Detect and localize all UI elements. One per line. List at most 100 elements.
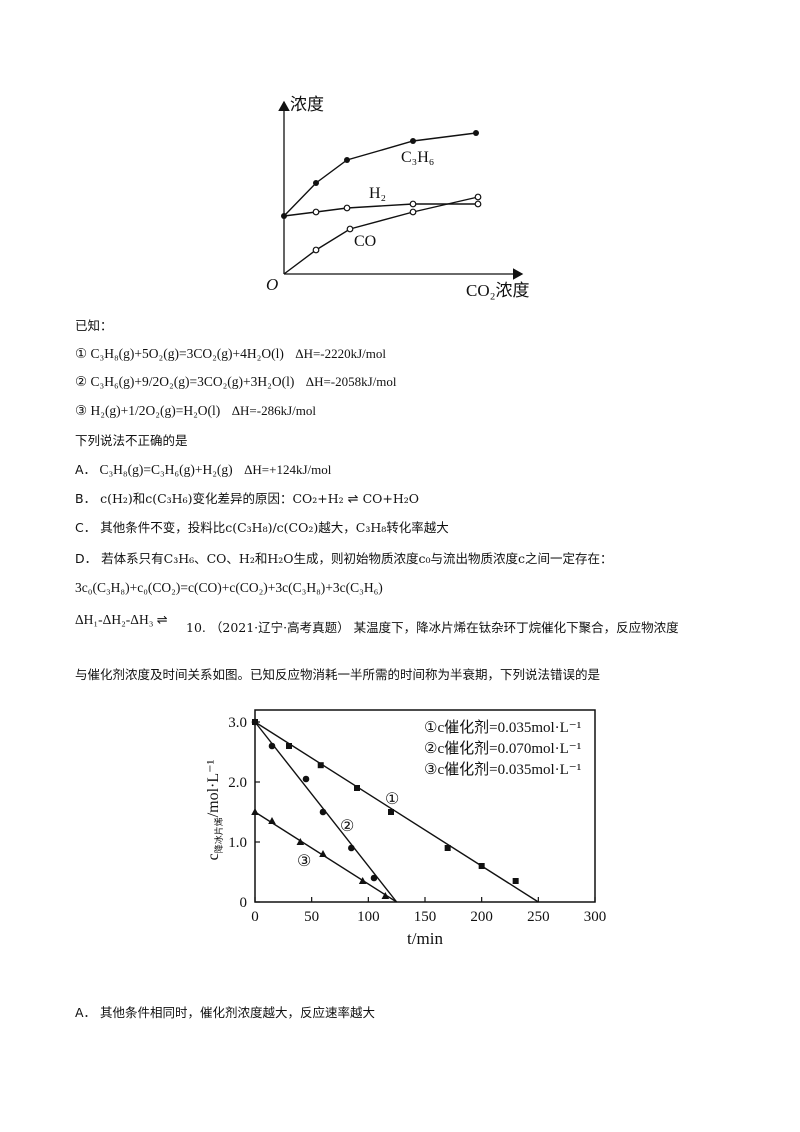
answer-a[interactable]: A． 其他条件相同时，催化剂浓度越大，反应速率越大 [75, 1005, 375, 1021]
co-point [474, 193, 482, 201]
co-point [346, 225, 354, 233]
y-tick-label: 2.0 [228, 775, 247, 791]
h2-point [409, 200, 417, 208]
co-label: CO [354, 233, 376, 250]
chart-y-axis-label-unit: /mol·L⁻¹ [205, 759, 222, 817]
option-b-text-after: CO+H₂O [362, 491, 420, 506]
series-1-label: ① [385, 791, 399, 808]
option-b-label: B． [75, 491, 97, 506]
c3h6-point [410, 138, 416, 144]
legend-item-2: ②c催化剂=0.070mol·L⁻¹ [424, 740, 581, 757]
option-d-formula: 3c₀(C₃H₈)+c₀(CO₂)=c(CO)+c(CO₂)+3c(C₃H₈)+… [75, 580, 383, 595]
option-c-text: 其他条件不变，投料比c(C₃H₈)/c(CO₂)越大，C₃H₈转化率越大 [100, 520, 449, 535]
series-2-point [268, 742, 276, 750]
x-tick-label: 0 [251, 909, 259, 925]
equation-3: ③ H₂(g)+1/2O₂(g)=H₂O(l) ΔH=-286kJ/mol [75, 403, 316, 419]
chart-y-axis-label: c降冰片烯/mol·L⁻¹ [205, 759, 224, 860]
equilibrium-arrow-icon: ⇌ [156, 613, 168, 628]
h2-label: H₂ [369, 185, 386, 202]
chart-x-axis-label: t/min [407, 929, 443, 948]
x-tick-label: 150 [414, 909, 437, 925]
option-a[interactable]: A． C₃H₈(g)=C₃H₆(g)+H₂(g) ΔH=+124kJ/mol [75, 462, 331, 478]
x-tick-label: 100 [357, 909, 380, 925]
series-1-point [444, 845, 451, 851]
c3h6-point [344, 157, 350, 163]
co-point [312, 246, 320, 254]
equation-1-number: ① [75, 346, 88, 361]
series-1-point [512, 878, 519, 884]
equation-2-dh: ΔH=-2058kJ/mol [305, 374, 397, 389]
equation-2-number: ② [75, 374, 88, 389]
x-tick-label: 250 [527, 909, 550, 925]
option-b[interactable]: B． c(H₂)和c(C₃H₆)变化差异的原因：CO₂+H₂ ⇌ CO+H₂O [75, 491, 419, 508]
series-1-point [286, 743, 292, 749]
equilibrium-arrow-icon: ⇌ [347, 492, 359, 507]
legend-item-3: ③c催化剂=0.035mol·L⁻¹ [424, 761, 581, 778]
stray-fragment: ΔH₁-ΔH₂-ΔH₃ ⇌ [75, 612, 168, 629]
equation-1-dh: ΔH=-2220kJ/mol [295, 346, 387, 361]
stray-fragment-text: ΔH₁-ΔH₂-ΔH₃ [75, 612, 154, 627]
co-curve [283, 196, 479, 275]
h2-point [312, 208, 320, 216]
h2-point [343, 204, 351, 212]
option-a-dh: ΔH=+124kJ/mol [244, 462, 332, 477]
series-3-point [381, 892, 390, 899]
y-tick-label: 3.0 [228, 715, 247, 731]
series-3-point [268, 817, 276, 824]
question-10-line-1: 10. （2021·辽宁·高考真题） 某温度下，降冰片烯在钛杂环丁烷催化下聚合，… [186, 620, 679, 636]
option-c[interactable]: C． 其他条件不变，投料比c(C₃H₈)/c(CO₂)越大，C₃H₈转化率越大 [75, 520, 449, 536]
option-d-text: 若体系只有C₃H₆、CO、H₂和H₂O生成，则初始物质浓度c₀与流出物质浓度c之… [101, 551, 613, 566]
fig1-x-axis-label: CO₂浓度 [466, 281, 530, 300]
option-b-text-before: c(H₂)和c(C₃H₆)变化差异的原因：CO₂+H₂ [100, 491, 344, 506]
option-a-text: C₃H₈(g)=C₃H₆(g)+H₂(g) [99, 462, 233, 477]
co-point [409, 208, 417, 216]
series-3-point [296, 838, 305, 845]
series-1-point [317, 762, 324, 769]
chart-y-axis-label-c: c [205, 853, 222, 860]
question-10-text-1: 某温度下，降冰片烯在钛杂环丁烷催化下聚合，反应物浓度 [353, 620, 679, 635]
chart-frame [254, 709, 596, 903]
series-2-label: ② [340, 818, 354, 835]
fig1-y-axis-label: 浓度 [290, 95, 324, 114]
series-2-point [319, 808, 327, 816]
series-2-point [251, 718, 259, 726]
equation-3-number: ③ [75, 403, 88, 418]
y-tick-label: 0 [240, 895, 248, 911]
series-2-point [348, 844, 355, 852]
series-3-point [251, 808, 259, 815]
series-1-point [478, 863, 485, 869]
equation-2-text: C₃H₆(g)+9/2O₂(g)=3CO₂(g)+3H₂O(l) [90, 374, 295, 389]
series-2-point [302, 775, 310, 783]
question-10-line-2: 与催化剂浓度及时间关系如图。已知反应物消耗一半所需的时间称为半衰期，下列说法错误… [75, 667, 601, 682]
option-a-label: A． [75, 462, 97, 477]
chart-y-axis-label-sub: 降冰片烯 [213, 817, 224, 853]
series-1-point [354, 785, 360, 791]
y-tick-label: 1.0 [228, 835, 247, 851]
series-2-point [370, 874, 378, 882]
series-1-point [388, 809, 394, 815]
x-tick-label: 50 [304, 909, 319, 925]
x-tick-label: 200 [470, 909, 493, 925]
known-label: 已知： [75, 318, 113, 333]
concentration-figure: 浓度 O CO₂浓度 C₃H₆ H₂ CO [266, 95, 530, 300]
equation-2: ② C₃H₆(g)+9/2O₂(g)=3CO₂(g)+3H₂O(l) ΔH=-2… [75, 374, 397, 390]
legend-item-1: ①c催化剂=0.035mol·L⁻¹ [424, 719, 581, 736]
question-prompt: 下列说法不正确的是 [75, 433, 188, 448]
h2-point [474, 200, 482, 208]
equation-1-text: C₃H₈(g)+5O₂(g)=3CO₂(g)+4H₂O(l) [90, 346, 284, 361]
fig1-origin-label: O [266, 275, 278, 294]
series-3-point [358, 877, 367, 884]
equation-3-dh: ΔH=-286kJ/mol [231, 403, 316, 418]
x-tick-label: 300 [584, 909, 607, 925]
option-d[interactable]: D． 若体系只有C₃H₆、CO、H₂和H₂O生成，则初始物质浓度c₀与流出物质浓… [75, 551, 613, 567]
norbornene-concentration-chart: 0 50 100 150 200 250 300 0 1.0 2.0 3.0 c降冰片烯/mol·L… [205, 709, 607, 948]
option-c-label: C． [75, 520, 97, 535]
series-3-label: ③ [297, 853, 311, 870]
equation-3-text: H₂(g)+1/2O₂(g)=H₂O(l) [90, 403, 221, 418]
option-d-label: D． [75, 551, 98, 566]
answer-a-text: 其他条件相同时，催化剂浓度越大，反应速率越大 [100, 1005, 376, 1020]
h2-curve [283, 203, 478, 217]
equation-1: ① C₃H₈(g)+5O₂(g)=3CO₂(g)+4H₂O(l) ΔH=-222… [75, 346, 386, 362]
c3h6-point [313, 180, 319, 186]
answer-a-label: A． [75, 1005, 97, 1020]
